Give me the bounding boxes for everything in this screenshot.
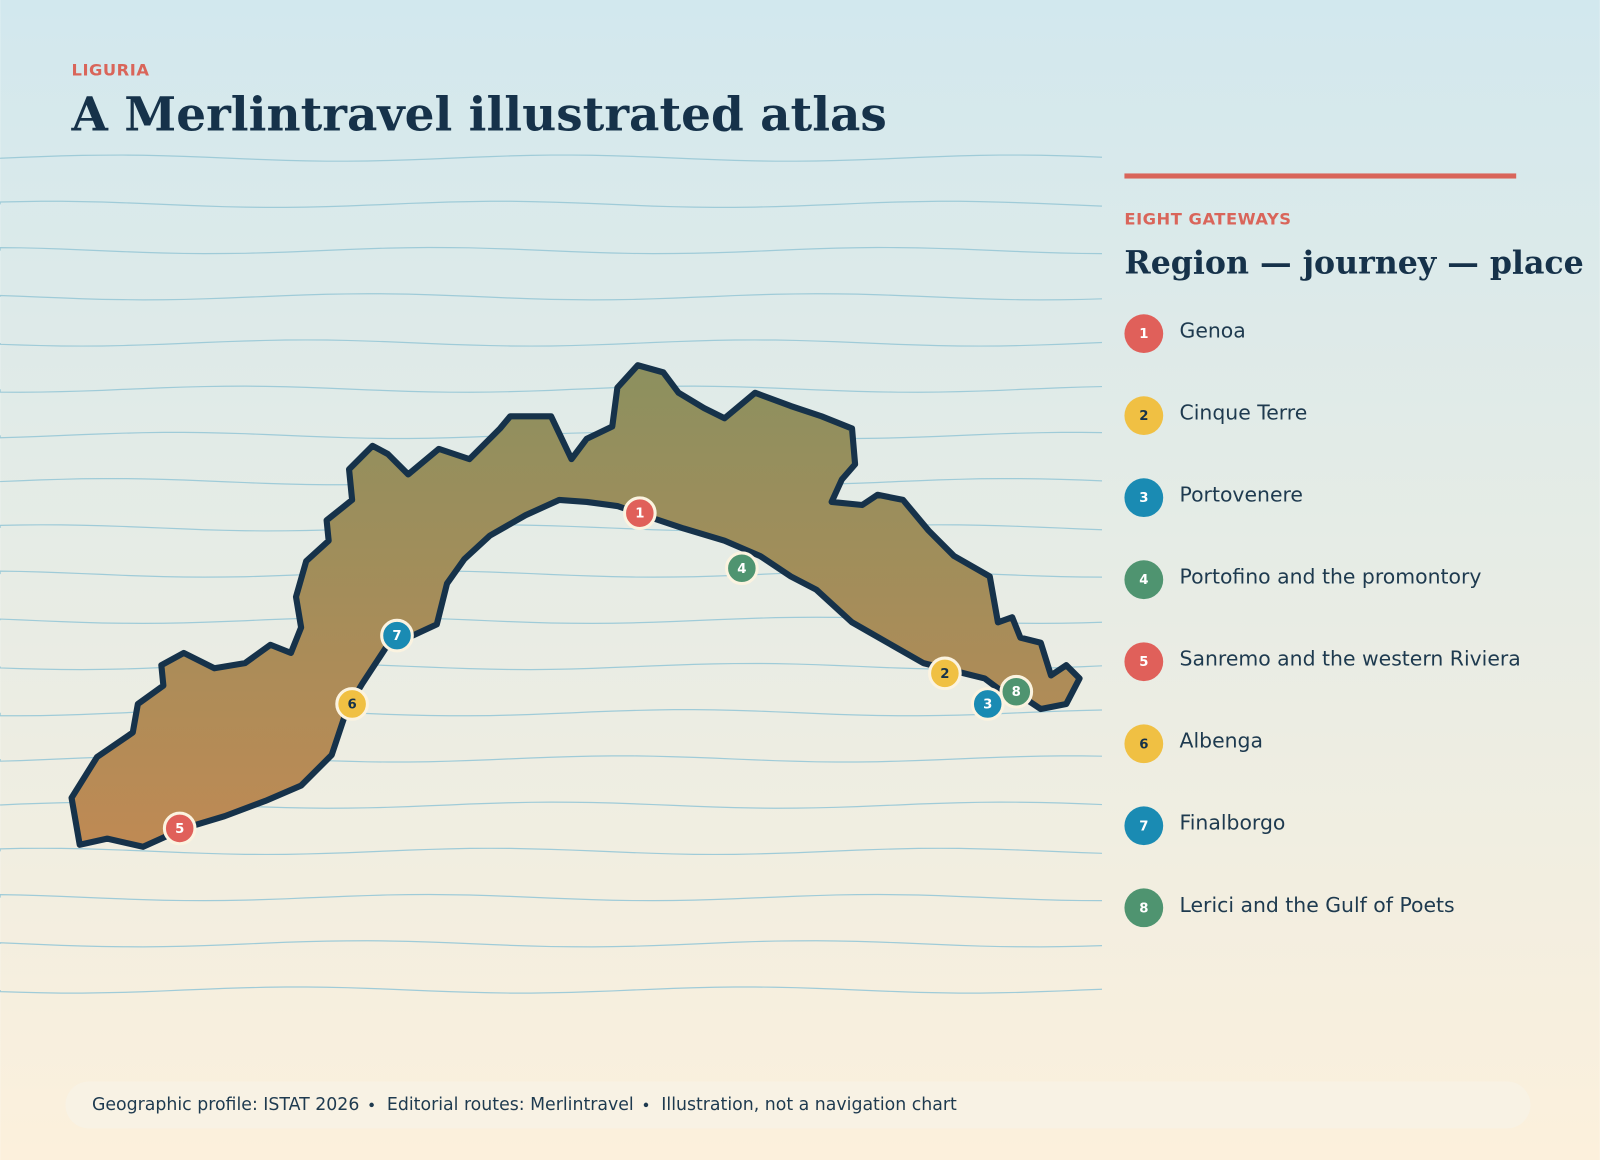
header-kicker: LIGURIA	[72, 60, 150, 79]
wave-line	[0, 940, 1103, 948]
liguria-region	[68, 362, 1083, 850]
map-marker-number: 3	[983, 697, 992, 712]
footer-separator	[369, 1102, 374, 1108]
legend-place: Portofino and the promontory	[1180, 565, 1482, 589]
legend-marker	[1124, 724, 1164, 764]
legend-marker	[1124, 642, 1164, 682]
footer-item: Editorial routes: Merlintravel	[387, 1095, 634, 1115]
wave-line	[0, 293, 1103, 301]
header-title: A Merlintravel illustrated atlas	[71, 88, 887, 143]
map-marker-number: 2	[940, 667, 949, 682]
map-marker	[335, 687, 369, 721]
legend-marker	[1124, 478, 1164, 518]
map-marker	[999, 674, 1034, 709]
wave-line	[0, 893, 1102, 902]
legend-title: Region — journey — place	[1124, 244, 1583, 281]
legend-place: Genoa	[1180, 319, 1246, 343]
legend-marker	[1124, 396, 1164, 436]
legend-marker	[1124, 888, 1164, 928]
legend-number: 3	[1139, 491, 1148, 506]
footer-item: Illustration, not a navigation chart	[661, 1095, 957, 1115]
map-marker	[970, 687, 1005, 721]
legend-place: Portovenere	[1180, 483, 1303, 507]
legend-marker	[1124, 314, 1164, 353]
legend-place: Finalborgo	[1180, 811, 1286, 835]
legend-number: 2	[1139, 409, 1148, 424]
legend-kicker: EIGHT GATEWAYS	[1124, 209, 1291, 228]
legend-place: Albenga	[1180, 729, 1263, 753]
map-marker-number: 6	[348, 697, 357, 712]
legend-number: 8	[1139, 901, 1148, 916]
map-markers: 1 2 3 4 5 6 7 8	[162, 496, 1034, 846]
legend-place: Cinque Terre	[1180, 401, 1308, 425]
legend-marker	[1124, 806, 1164, 846]
map-marker	[725, 551, 759, 586]
legend-place: Sanremo and the western Riviera	[1180, 647, 1521, 671]
footer-bar	[65, 1081, 1531, 1129]
wave-line	[0, 986, 1103, 994]
map-marker	[380, 618, 414, 653]
legend-place: Lerici and the Gulf of Poets	[1180, 893, 1455, 917]
map-marker-number: 1	[635, 507, 644, 522]
wave-line	[0, 339, 1103, 347]
legend: 1 Genoa 2 Cinque Terre 3 Portovenere 4 Portofin…	[1124, 314, 1521, 928]
map-marker	[162, 811, 197, 846]
wave-line	[0, 200, 1103, 209]
map-marker-number: 7	[392, 629, 401, 644]
wave-line	[0, 385, 1103, 393]
map-marker	[622, 496, 657, 531]
footer-item: Geographic profile: ISTAT 2026	[92, 1095, 359, 1115]
map-marker-number: 4	[737, 562, 746, 577]
wave-line	[0, 246, 1102, 255]
legend-marker	[1124, 560, 1164, 600]
legend-number: 6	[1139, 737, 1148, 752]
legend-number: 5	[1139, 655, 1148, 670]
map-marker-number: 5	[175, 822, 184, 837]
legend-number: 1	[1139, 327, 1148, 342]
wave-line	[0, 847, 1103, 856]
footer: Geographic profile: ISTAT 2026 Editorial …	[92, 1095, 957, 1115]
legend-number: 7	[1139, 819, 1148, 834]
map-marker-number: 8	[1012, 685, 1021, 700]
legend-number: 4	[1139, 573, 1148, 588]
map-marker	[928, 656, 962, 691]
legend-rule	[1124, 173, 1517, 179]
wave-line	[0, 154, 1103, 162]
footer-separator	[643, 1102, 649, 1108]
